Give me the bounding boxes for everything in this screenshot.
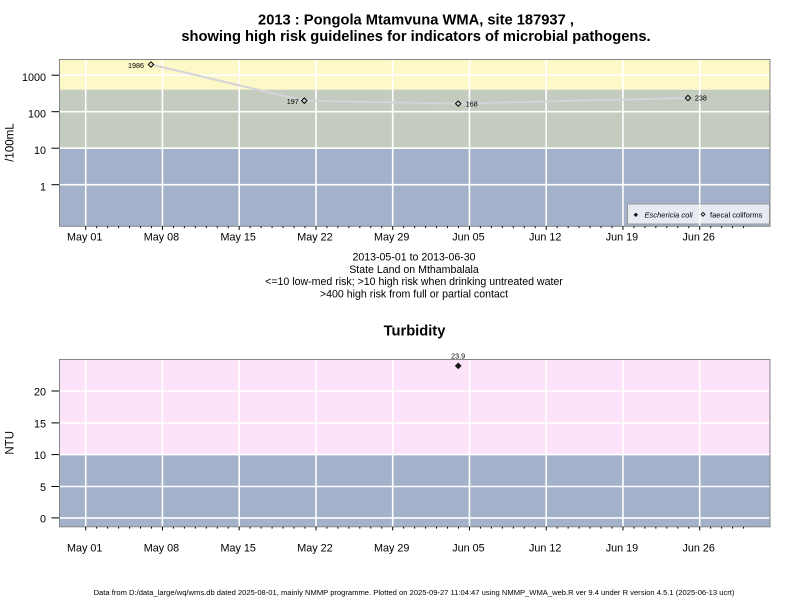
svg-text:15: 15 <box>34 419 46 431</box>
svg-text:NTU: NTU <box>5 431 17 455</box>
svg-text:<=10 low-med risk; >10 high ri: <=10 low-med risk; >10 high risk when dr… <box>265 276 563 288</box>
svg-text:Data from D:/data_large/wq/wms: Data from D:/data_large/wq/wms.db dated … <box>94 588 735 597</box>
svg-text:State Land on Mthambalala: State Land on Mthambalala <box>349 264 479 276</box>
svg-text:1: 1 <box>40 181 46 193</box>
svg-text:1000: 1000 <box>22 72 46 84</box>
svg-text:Jun 05: Jun 05 <box>452 543 484 555</box>
svg-text:20: 20 <box>34 387 46 399</box>
svg-text:showing high risk guidelines f: showing high risk guidelines for indicat… <box>181 29 650 45</box>
svg-text:faecal coliforms: faecal coliforms <box>710 211 763 220</box>
svg-text:Jun 26: Jun 26 <box>682 232 714 244</box>
svg-text:2013-05-01 to 2013-06-30: 2013-05-01 to 2013-06-30 <box>352 251 475 263</box>
svg-text:May 08: May 08 <box>144 543 179 555</box>
svg-text:197: 197 <box>287 97 299 106</box>
svg-text:May 22: May 22 <box>297 543 332 555</box>
svg-text:10: 10 <box>34 145 46 157</box>
svg-text:1986: 1986 <box>128 61 144 70</box>
svg-text:Eschericia coli: Eschericia coli <box>645 211 694 220</box>
svg-text:May 08: May 08 <box>144 232 179 244</box>
svg-text:May 01: May 01 <box>67 232 102 244</box>
svg-text:Jun 19: Jun 19 <box>606 232 638 244</box>
svg-text:May 01: May 01 <box>67 543 102 555</box>
svg-text:5: 5 <box>40 482 46 494</box>
svg-text:23.9: 23.9 <box>451 351 465 360</box>
svg-text:/100mL: /100mL <box>5 123 17 162</box>
svg-text:Jun 26: Jun 26 <box>682 543 714 555</box>
svg-text:Jun 12: Jun 12 <box>529 232 561 244</box>
svg-text:May 29: May 29 <box>374 543 409 555</box>
svg-text:100: 100 <box>28 108 46 120</box>
svg-text:238: 238 <box>695 94 707 103</box>
svg-text:>400 high risk from full or pa: >400 high risk from full or partial cont… <box>320 289 508 301</box>
svg-text:Jun 05: Jun 05 <box>452 232 484 244</box>
svg-text:Jun 19: Jun 19 <box>606 543 638 555</box>
svg-text:10: 10 <box>34 450 46 462</box>
svg-text:May 22: May 22 <box>297 232 332 244</box>
svg-text:168: 168 <box>466 99 478 108</box>
svg-text:Jun 12: Jun 12 <box>529 543 561 555</box>
svg-text:May 15: May 15 <box>220 232 255 244</box>
svg-text:Turbidity: Turbidity <box>384 324 447 340</box>
svg-text:May 15: May 15 <box>220 543 255 555</box>
svg-text:2013 : Pongola Mtamvuna WMA, s: 2013 : Pongola Mtamvuna WMA, site 187937… <box>258 13 574 29</box>
svg-text:May 29: May 29 <box>374 232 409 244</box>
svg-text:0: 0 <box>40 514 46 526</box>
